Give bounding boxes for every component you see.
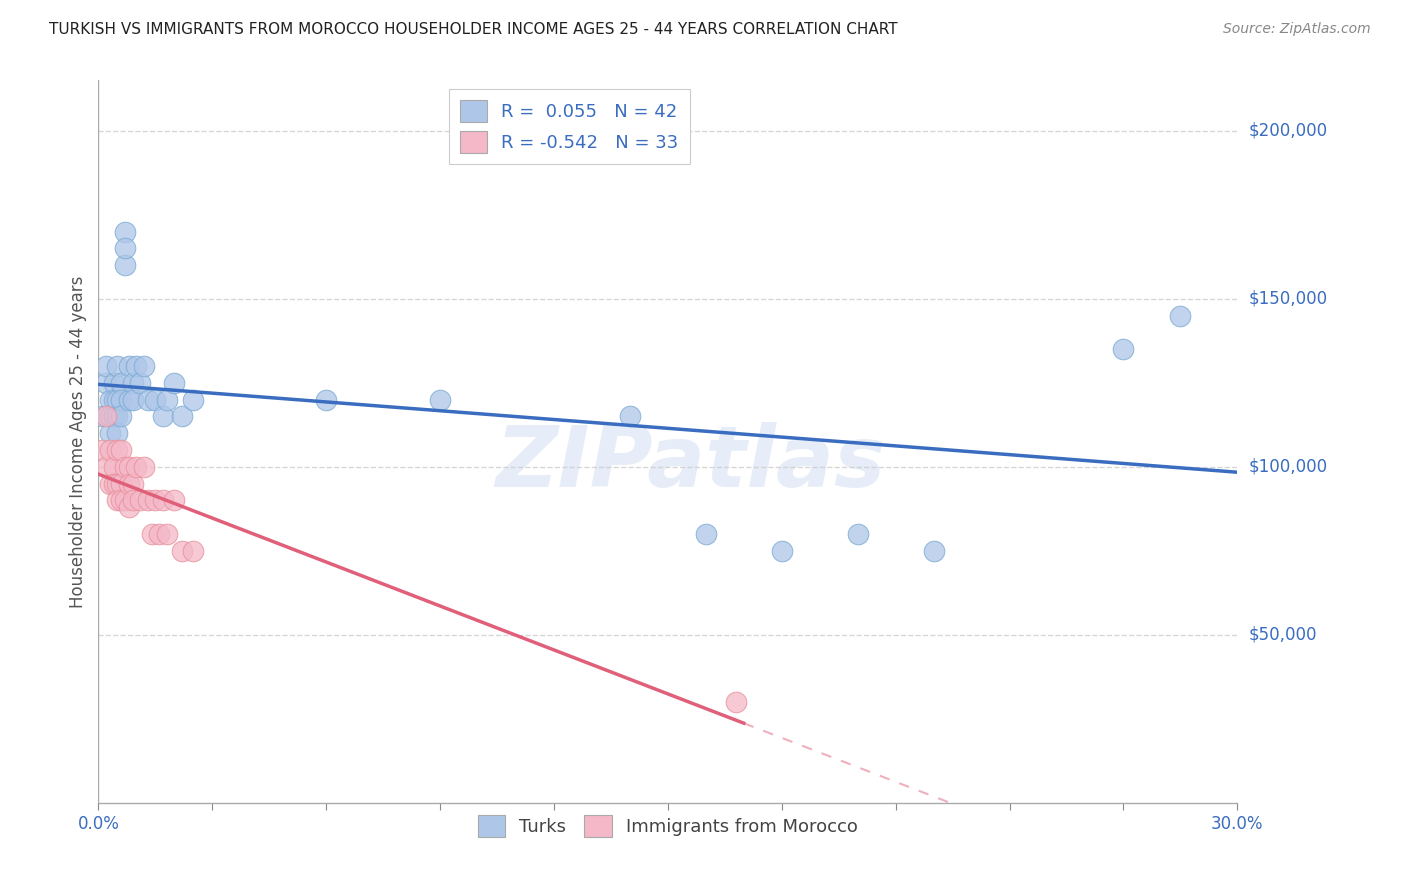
Point	[114, 225, 136, 239]
Point	[1170, 309, 1192, 323]
Point	[132, 459, 155, 474]
Point	[118, 359, 141, 373]
Point	[770, 543, 793, 558]
Text: $50,000: $50,000	[1249, 626, 1317, 644]
Point	[125, 359, 148, 373]
Point	[125, 459, 148, 474]
Point	[94, 359, 117, 373]
Point	[725, 695, 748, 709]
Point	[98, 426, 121, 441]
Point	[619, 409, 641, 424]
Point	[170, 543, 193, 558]
Point	[121, 476, 143, 491]
Point	[145, 493, 167, 508]
Point	[152, 409, 174, 424]
Point	[141, 527, 163, 541]
Point	[136, 392, 159, 407]
Point	[103, 409, 125, 424]
Point	[152, 493, 174, 508]
Point	[121, 493, 143, 508]
Text: $200,000: $200,000	[1249, 121, 1327, 140]
Point	[94, 459, 117, 474]
Text: ZIPatlas: ZIPatlas	[495, 422, 886, 505]
Point	[114, 459, 136, 474]
Point	[107, 493, 129, 508]
Point	[94, 376, 117, 390]
Point	[118, 476, 141, 491]
Point	[107, 359, 129, 373]
Point	[103, 376, 125, 390]
Y-axis label: Householder Income Ages 25 - 44 years: Householder Income Ages 25 - 44 years	[69, 276, 87, 607]
Point	[695, 527, 717, 541]
Point	[118, 459, 141, 474]
Point	[121, 392, 143, 407]
Point	[110, 493, 132, 508]
Point	[846, 527, 869, 541]
Legend: Turks, Immigrants from Morocco: Turks, Immigrants from Morocco	[471, 808, 865, 845]
Text: Source: ZipAtlas.com: Source: ZipAtlas.com	[1223, 22, 1371, 37]
Point	[114, 493, 136, 508]
Point	[107, 442, 129, 457]
Point	[429, 392, 451, 407]
Point	[98, 392, 121, 407]
Point	[107, 392, 129, 407]
Text: $150,000: $150,000	[1249, 290, 1327, 308]
Point	[121, 376, 143, 390]
Point	[129, 376, 152, 390]
Point	[110, 392, 132, 407]
Point	[163, 493, 186, 508]
Point	[103, 476, 125, 491]
Point	[107, 426, 129, 441]
Point	[110, 476, 132, 491]
Point	[98, 476, 121, 491]
Point	[107, 476, 129, 491]
Point	[114, 241, 136, 255]
Point	[114, 258, 136, 272]
Point	[148, 527, 170, 541]
Point	[170, 409, 193, 424]
Point	[94, 409, 117, 424]
Point	[103, 392, 125, 407]
Point	[922, 543, 945, 558]
Point	[156, 392, 179, 407]
Point	[129, 493, 152, 508]
Point	[136, 493, 159, 508]
Point	[145, 392, 167, 407]
Point	[156, 527, 179, 541]
Point	[118, 392, 141, 407]
Point	[183, 392, 205, 407]
Point	[103, 459, 125, 474]
Point	[118, 500, 141, 514]
Point	[110, 442, 132, 457]
Point	[132, 359, 155, 373]
Point	[98, 442, 121, 457]
Point	[163, 376, 186, 390]
Point	[110, 376, 132, 390]
Point	[98, 409, 121, 424]
Point	[1112, 342, 1135, 356]
Point	[107, 409, 129, 424]
Point	[110, 409, 132, 424]
Point	[315, 392, 337, 407]
Point	[183, 543, 205, 558]
Point	[91, 442, 114, 457]
Point	[91, 409, 114, 424]
Text: $100,000: $100,000	[1249, 458, 1327, 475]
Text: TURKISH VS IMMIGRANTS FROM MOROCCO HOUSEHOLDER INCOME AGES 25 - 44 YEARS CORRELA: TURKISH VS IMMIGRANTS FROM MOROCCO HOUSE…	[49, 22, 898, 37]
